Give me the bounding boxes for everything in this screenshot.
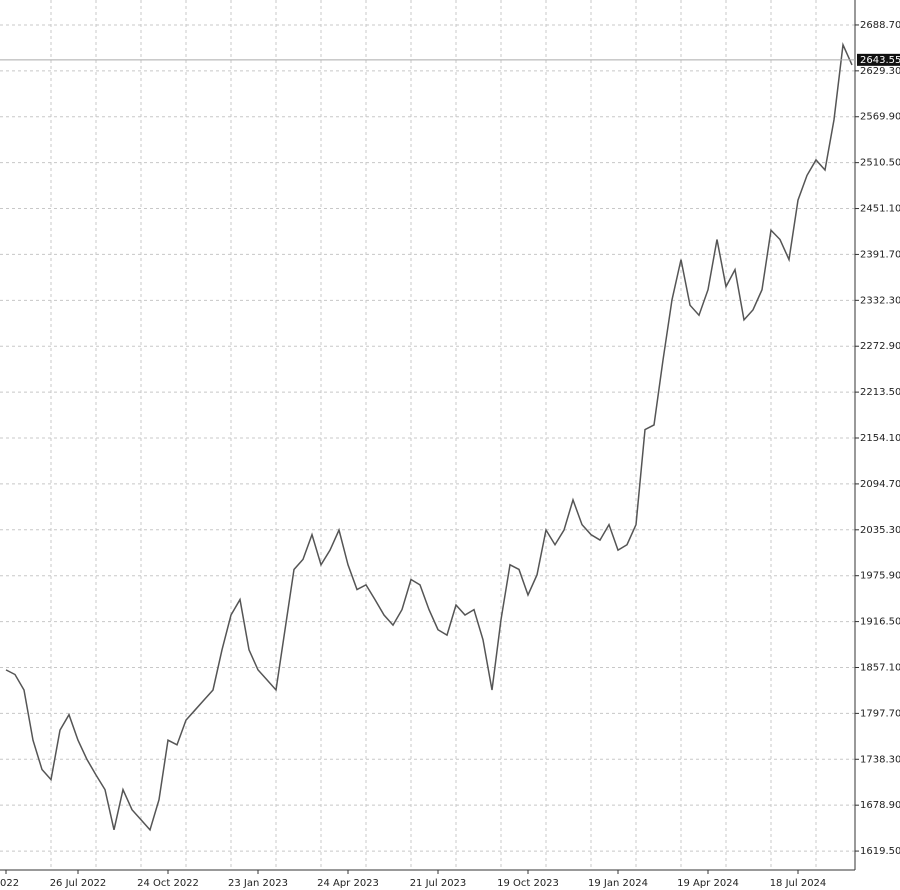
y-tick-label: 2154.10 (860, 433, 900, 444)
y-tick-label: 1975.90 (860, 571, 900, 582)
y-tick-label: 2094.70 (860, 479, 900, 490)
y-tick-label: 1619.50 (860, 846, 900, 857)
x-tick-label: 18 Jul 2024 (770, 878, 827, 889)
x-tick-label: 21 Jul 2023 (410, 878, 467, 889)
x-tick-label: 26 Jul 2022 (50, 878, 107, 889)
y-tick-label: 2035.30 (860, 525, 900, 536)
y-tick-label: 2272.90 (860, 341, 900, 352)
y-tick-label: 2510.50 (860, 158, 900, 169)
y-tick-label: 2688.70 (860, 20, 900, 31)
y-tick-label: 1857.10 (860, 662, 900, 673)
y-tick-label: 2332.30 (860, 295, 900, 306)
price-line (5, 42, 853, 832)
y-tick-label: 1797.70 (860, 708, 900, 719)
x-tick-label: 19 Oct 2023 (497, 878, 559, 889)
x-tick-label: 19 Jan 2024 (588, 878, 648, 889)
y-tick-label: 1738.30 (860, 754, 900, 765)
current-price-label: 2643.55 (860, 55, 900, 66)
x-tick-label: 19 Apr 2024 (677, 878, 739, 889)
x-tick-label: 24 Oct 2022 (137, 878, 199, 889)
y-tick-label: 2391.70 (860, 249, 900, 260)
y-tick-label: 2451.10 (860, 204, 900, 215)
x-tick-label: 022 (0, 878, 19, 889)
y-tick-label: 2569.90 (860, 112, 900, 123)
y-tick-label: 2629.30 (860, 66, 900, 77)
x-tick-label: 24 Apr 2023 (317, 878, 379, 889)
y-tick-label: 1916.50 (860, 617, 900, 628)
y-tick-label: 1678.90 (860, 800, 900, 811)
current-price-box (857, 53, 900, 66)
y-tick-label: 2213.50 (860, 387, 900, 398)
x-tick-label: 23 Jan 2023 (228, 878, 288, 889)
